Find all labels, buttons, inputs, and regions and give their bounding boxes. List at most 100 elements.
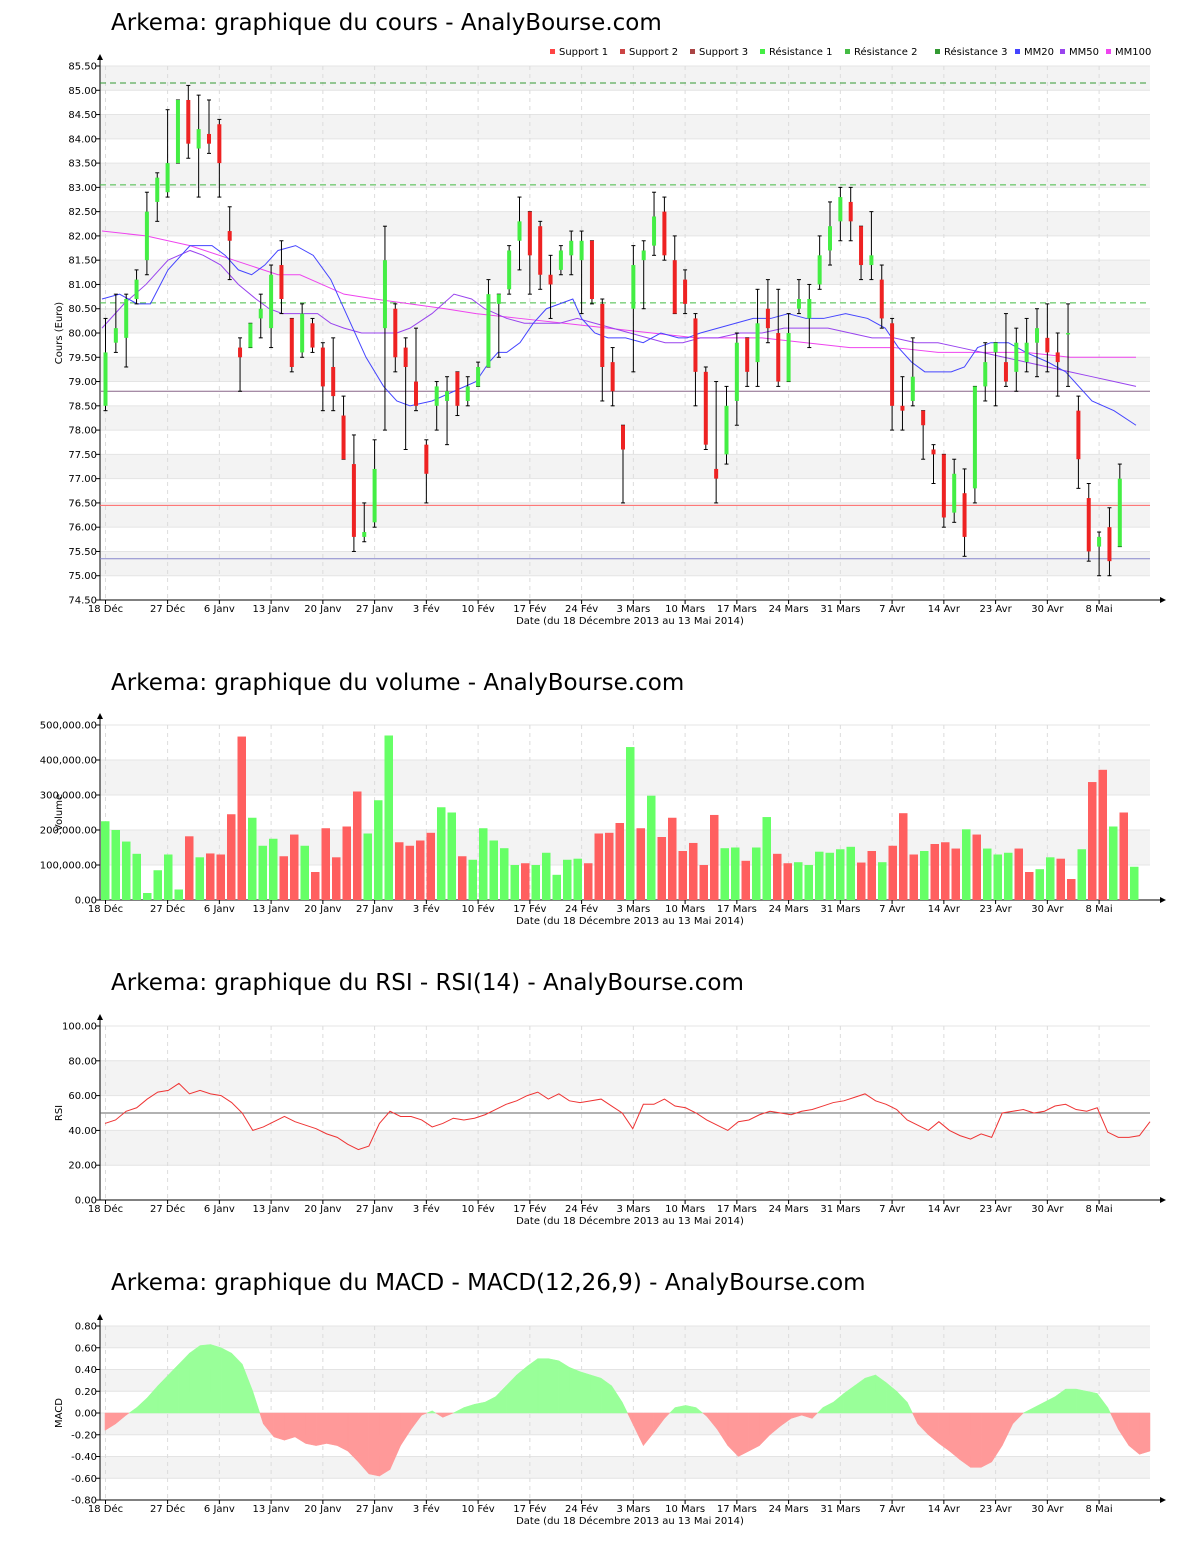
x-tick-label: 17 Mars	[717, 604, 757, 615]
volume-bar	[573, 858, 582, 900]
legend-swatch	[845, 49, 850, 54]
y-axis-arrow	[97, 54, 103, 60]
x-tick-label: 17 Fév	[513, 1203, 546, 1215]
x-tick-label: 17 Fév	[513, 1503, 546, 1515]
y-tick-label: 79.00	[68, 377, 97, 388]
candle-body	[217, 124, 222, 164]
macd-area	[906, 1402, 913, 1414]
x-tick-label: 14 Avr	[928, 904, 961, 915]
y-tick-label: 82.50	[68, 207, 97, 218]
macd-area	[1044, 1396, 1056, 1414]
volume-bar	[300, 845, 309, 900]
x-tick-label: 6 Janv	[204, 1504, 235, 1515]
volume-bar	[1056, 858, 1065, 900]
macd-area	[991, 1412, 1003, 1463]
x-tick-label: 3 Mars	[617, 904, 651, 915]
volume-bar	[1014, 848, 1023, 900]
x-tick-label: 7 Avr	[879, 904, 906, 915]
price-chart: 74.50 75.00 75.50 76.00 76.50 77.00 77.50 78.00…	[54, 46, 1166, 627]
macd-chart-title: Arkema: graphique du MACD - MACD(12,26,9…	[111, 1270, 866, 1296]
x-tick-label: 24 Mars	[769, 904, 809, 915]
candle-body	[207, 133, 211, 144]
x-tick-label: 31 Mars	[820, 1204, 860, 1215]
volume-bar	[206, 853, 215, 900]
volume-bar	[521, 863, 530, 900]
volume-bar	[122, 841, 131, 900]
grid-band	[100, 1369, 1150, 1392]
grid-band	[100, 308, 1150, 333]
volume-bar	[699, 865, 708, 900]
macd-area	[1107, 1407, 1111, 1414]
candle-body	[372, 468, 377, 523]
macd-area	[220, 1347, 232, 1414]
volume-bar	[384, 735, 393, 900]
macd-area	[336, 1412, 349, 1452]
volume-bar	[720, 848, 729, 900]
legend-swatch	[1060, 49, 1065, 54]
volume-bar	[395, 842, 404, 900]
candle-body	[155, 177, 160, 202]
y-tick-label: 0.20	[75, 1387, 97, 1398]
x-tick-label: 17 Fév	[513, 903, 546, 915]
volume-bar	[101, 821, 110, 900]
x-tick-label: 10 Mars	[665, 1204, 705, 1215]
y-tick-label: 400,000.00	[40, 756, 97, 767]
volume-bar	[489, 840, 498, 900]
macd-area	[379, 1412, 391, 1477]
legend-label: MM100	[1115, 47, 1151, 58]
macd-area	[949, 1412, 961, 1461]
volume-bar	[195, 857, 204, 900]
candle-body	[1035, 328, 1039, 343]
volume-bar	[867, 851, 876, 900]
x-tick-label: 31 Mars	[820, 604, 860, 615]
volume-bar	[857, 862, 866, 900]
volume-bar	[836, 849, 845, 900]
volume-bar	[542, 852, 551, 900]
macd-area	[431, 1410, 437, 1414]
x-tick-label: 27 Janv	[356, 604, 393, 615]
y-tick-label: 81.00	[68, 280, 97, 291]
volume-bar	[311, 872, 320, 900]
volume-bar	[678, 851, 687, 900]
candle-body	[745, 337, 750, 372]
grid-band	[100, 66, 1150, 91]
x-tick-label: 24 Mars	[769, 604, 809, 615]
volume-bar	[353, 791, 362, 900]
volume-bar	[185, 836, 194, 900]
candle-body	[869, 255, 874, 266]
candle-body	[175, 99, 180, 164]
grid-band	[100, 1326, 1150, 1348]
macd-area	[526, 1358, 539, 1414]
x-tick-label: 6 Janv	[204, 1204, 235, 1215]
candle-body	[434, 386, 439, 406]
macd-area	[294, 1412, 306, 1444]
volume-bar	[153, 870, 162, 900]
x-tick-label: 23 Avr	[980, 1504, 1013, 1515]
macd-area	[896, 1390, 908, 1414]
y-axis-label: Volume	[54, 794, 65, 831]
volume-bar	[1119, 812, 1128, 900]
macd-area	[738, 1412, 750, 1457]
macd-area	[748, 1412, 760, 1452]
candle-body	[734, 342, 739, 401]
volume-bar	[132, 853, 141, 900]
macd-area	[125, 1412, 130, 1416]
x-tick-label: 10 Fév	[462, 1503, 495, 1515]
candle-body	[289, 318, 294, 367]
x-tick-label: 17 Mars	[717, 904, 757, 915]
candle-body	[331, 366, 336, 397]
candle-body	[817, 255, 822, 285]
x-tick-label: 10 Mars	[665, 1504, 705, 1515]
macd-area	[980, 1412, 992, 1468]
candle-body	[196, 129, 201, 149]
y-tick-label: 300,000.00	[40, 791, 97, 802]
candle-body	[1045, 337, 1050, 353]
macd-area	[959, 1412, 971, 1468]
macd-area	[1075, 1388, 1087, 1414]
macd-area	[400, 1412, 412, 1447]
x-tick-label: 13 Janv	[252, 1504, 289, 1515]
volume-bar	[594, 833, 603, 900]
volume-bar	[332, 857, 341, 900]
candle-body	[382, 260, 387, 329]
x-tick-label: 3 Mars	[617, 1204, 651, 1215]
